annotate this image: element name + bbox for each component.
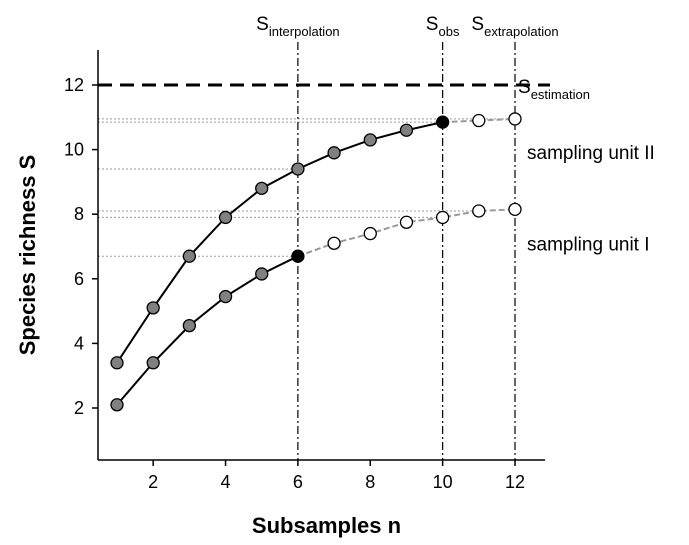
estimation-label: Sestimation <box>518 77 590 102</box>
y-tick-label-2: 2 <box>74 398 84 418</box>
x-axis-title: Subsamples n <box>252 513 401 538</box>
sampling-unit-II-point-1 <box>110 356 124 370</box>
sampling-unit-II-point-9 <box>399 123 414 137</box>
marker-label-obs: Sobs <box>426 14 460 39</box>
sampling-unit-I-label: sampling unit I <box>527 234 650 255</box>
sampling-unit-I-point-12 <box>508 202 522 217</box>
y-axis-title: Species richness S <box>15 155 40 356</box>
sampling-unit-I-point-6 <box>291 249 305 263</box>
sampling-unit-I-point-10 <box>435 210 450 225</box>
sampling-unit-II-point-3 <box>182 249 197 263</box>
sampling-unit-I-point-7 <box>327 236 341 250</box>
sampling-unit-II-observed-curve <box>116 121 443 364</box>
sampling-unit-II-point-10 <box>435 115 450 129</box>
y-tick-label-8: 8 <box>74 204 84 224</box>
sampling-unit-II-point-2 <box>146 301 160 315</box>
marker-label-interpolation: Sinterpolation <box>256 14 340 39</box>
sampling-unit-I-point-2 <box>146 356 160 370</box>
sampling-unit-I-point-9 <box>399 215 414 229</box>
y-tick-label-4: 4 <box>74 333 84 353</box>
sampling-unit-II-point-6 <box>291 162 305 176</box>
labels: Subsamples n Species richness S sampling u… <box>15 14 655 538</box>
sampling-unit-I-point-3 <box>182 318 197 333</box>
sampling-unit-II-point-12 <box>508 112 522 126</box>
sampling-unit-II-point-8 <box>363 133 377 147</box>
sampling-unit-I-point-5 <box>255 267 269 281</box>
sampling-unit-I-point-1 <box>110 398 124 412</box>
sampling-unit-II-point-7 <box>327 146 341 160</box>
sampling-unit-II-point-11 <box>472 113 486 128</box>
marker-label-extrapolation: Sextrapolation <box>471 14 558 39</box>
y-tick-label-6: 6 <box>74 269 84 289</box>
x-tick-label-10: 10 <box>433 472 453 492</box>
x-tick-label-4: 4 <box>221 472 231 492</box>
axes: 2 4 6 8 10 12 2 4 6 8 10 12 <box>64 50 545 492</box>
points <box>110 112 522 412</box>
x-tick-label-2: 2 <box>148 472 158 492</box>
sampling-unit-I-point-11 <box>472 204 486 218</box>
x-tick-label-6: 6 <box>293 472 303 492</box>
x-tick-label-8: 8 <box>365 472 375 492</box>
sampling-unit-II-label: sampling unit II <box>527 143 655 164</box>
sampling-unit-I-point-4 <box>218 289 233 304</box>
y-tick-label-12: 12 <box>64 75 84 95</box>
reference-lines <box>98 118 515 257</box>
y-tick-label-10: 10 <box>64 140 84 160</box>
sampling-unit-II-point-5 <box>255 181 269 196</box>
sampling-unit-I-observed-curve <box>116 255 299 406</box>
x-tick-label-12: 12 <box>505 472 525 492</box>
marker-lines <box>98 42 550 460</box>
sampling-unit-II-point-4 <box>218 210 233 225</box>
curves <box>116 117 516 406</box>
sampling-unit-I-point-8 <box>363 226 377 241</box>
